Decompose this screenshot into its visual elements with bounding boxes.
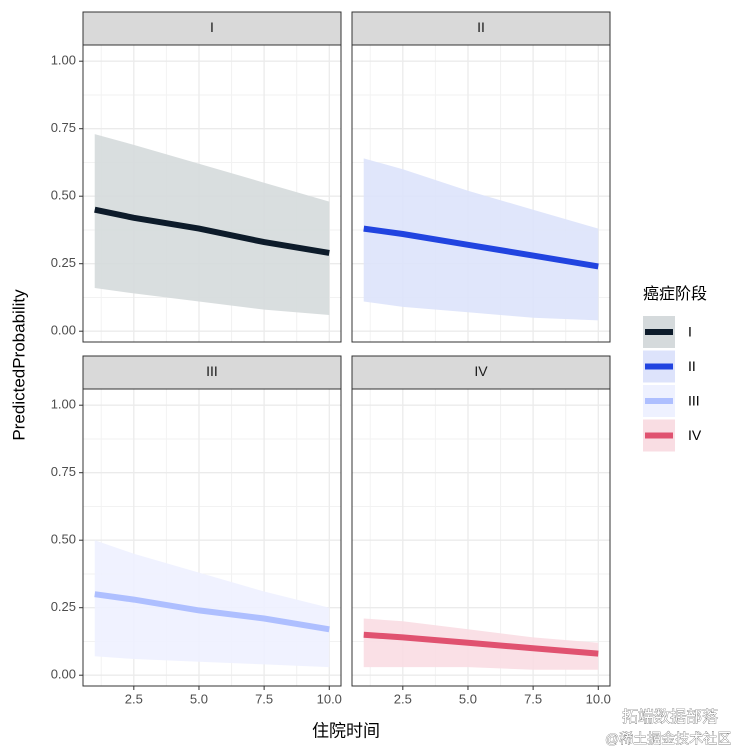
confidence-ribbon bbox=[363, 158, 599, 321]
panel-border bbox=[351, 388, 611, 687]
x-tick-label: 2.5 bbox=[394, 691, 412, 706]
line bbox=[363, 631, 599, 657]
legend-title: 癌症阶段 bbox=[643, 285, 707, 303]
line bbox=[94, 206, 330, 256]
legend-label: IV bbox=[688, 427, 702, 443]
y-tick-label: 0.50 bbox=[51, 532, 76, 547]
watermark: @稀土掘金技术社区 bbox=[605, 731, 731, 747]
y-tick-label: 0.50 bbox=[51, 188, 76, 203]
line bbox=[94, 591, 330, 633]
legend-label: II bbox=[688, 358, 696, 374]
y-tick-label: 0.00 bbox=[51, 667, 76, 682]
y-tick-label: 1.00 bbox=[51, 53, 76, 68]
y-tick-label: 0.75 bbox=[51, 464, 76, 479]
panel-border bbox=[82, 44, 342, 343]
watermark: 拓端数据部落 bbox=[622, 708, 718, 726]
y-tick-label: 1.00 bbox=[51, 397, 76, 412]
facet-strip bbox=[82, 11, 342, 46]
facet-label: IV bbox=[474, 363, 488, 379]
x-tick-label: 5.0 bbox=[190, 691, 208, 706]
panel-border bbox=[82, 388, 342, 687]
y-tick-label: 0.00 bbox=[51, 323, 76, 338]
x-tick-label: 7.5 bbox=[255, 691, 273, 706]
x-tick-label: 10.0 bbox=[317, 691, 342, 706]
x-tick-label: 5.0 bbox=[459, 691, 477, 706]
y-tick-label: 0.25 bbox=[51, 599, 76, 614]
facet-label: III bbox=[206, 363, 218, 379]
legend-label: III bbox=[688, 393, 700, 409]
facet-label: II bbox=[477, 19, 485, 35]
x-axis-title: 住院时间 bbox=[312, 721, 380, 740]
facet-strip bbox=[351, 11, 611, 46]
y-axis-title: PredictedProbability bbox=[9, 289, 28, 441]
line bbox=[363, 225, 599, 270]
confidence-ribbon bbox=[94, 134, 330, 315]
y-tick-label: 0.75 bbox=[51, 120, 76, 135]
x-tick-label: 7.5 bbox=[524, 691, 542, 706]
legend-label: I bbox=[688, 324, 692, 340]
y-tick-label: 0.25 bbox=[51, 255, 76, 270]
facet-strip bbox=[351, 355, 611, 390]
confidence-ribbon bbox=[94, 540, 330, 668]
facet-label: I bbox=[210, 19, 214, 35]
facet-strip bbox=[82, 355, 342, 390]
x-tick-label: 2.5 bbox=[125, 691, 143, 706]
x-tick-label: 10.0 bbox=[586, 691, 611, 706]
panel-border bbox=[351, 44, 611, 343]
